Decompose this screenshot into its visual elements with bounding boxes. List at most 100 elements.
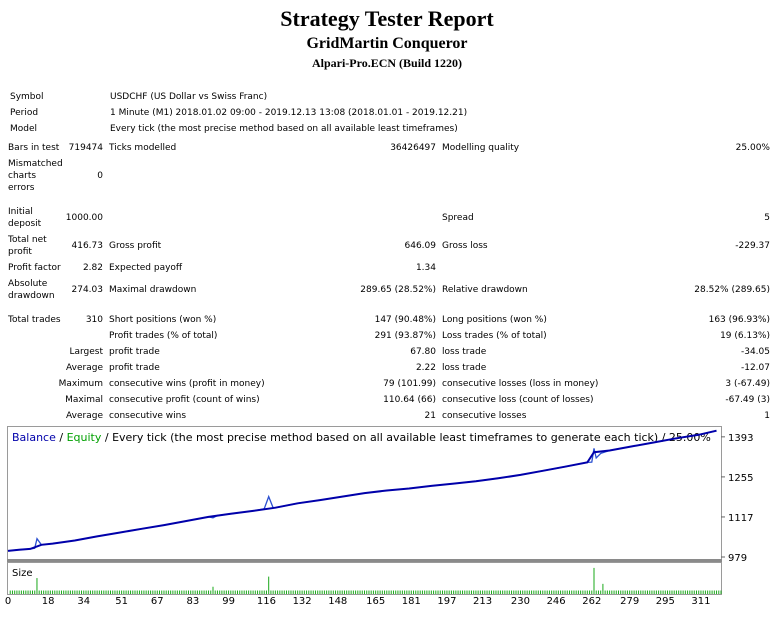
average-loss-value: -12.07 xyxy=(740,363,770,373)
absdd-value: 274.03 xyxy=(71,285,104,295)
expert-name: GridMartin Conqueror xyxy=(306,35,468,52)
x-axis: 0 18 34 51 67 83 99 116 132 148 165 181 197 213 230 246… xyxy=(0,596,774,610)
reldd-value: 28.52% (289.65) xyxy=(694,285,770,295)
max-cons-losses-value: 3 (-67.49) xyxy=(725,379,770,389)
x-tick-label: 83 xyxy=(186,596,200,607)
avg-cons-losses-value: 1 xyxy=(764,411,770,421)
maximal-loss-label: consecutive loss (count of losses) xyxy=(442,395,594,405)
ticks-label: Ticks modelled xyxy=(109,143,177,153)
model-value: Every tick (the most precise method base… xyxy=(110,124,458,134)
avg-cons-wins-value: 21 xyxy=(424,411,436,421)
netprofit-value: 416.73 xyxy=(71,241,104,251)
long-label: Long positions (won %) xyxy=(442,315,547,325)
largest-label: Largest xyxy=(69,347,103,357)
x-tick-label: 148 xyxy=(328,596,348,607)
largest-profit-label: profit trade xyxy=(109,347,160,357)
short-label: Short positions (won %) xyxy=(109,315,217,325)
x-tick-label: 279 xyxy=(620,596,640,607)
grossprofit-label: Gross profit xyxy=(109,241,162,251)
profit-trades-value: 291 (93.87%) xyxy=(374,331,436,341)
x-tick-label: 197 xyxy=(437,596,457,607)
x-tick-label: 295 xyxy=(655,596,675,607)
average-loss-label: loss trade xyxy=(442,363,487,373)
maximal-loss-value: -67.49 (3) xyxy=(725,395,770,405)
average-profit-label: profit trade xyxy=(109,363,160,373)
maxdd-value: 289.65 (28.52%) xyxy=(360,285,436,295)
maxdd-label: Maximal drawdown xyxy=(109,285,197,295)
avg-cons-losses-label: consecutive losses xyxy=(442,411,527,421)
symbol-value: USDCHF (US Dollar vs Swiss Franc) xyxy=(110,92,268,102)
grossloss-label: Gross loss xyxy=(442,241,488,251)
deposit-label-2: deposit xyxy=(8,219,42,229)
x-tick-label: 246 xyxy=(546,596,566,607)
trades-label: Total trades xyxy=(8,315,61,325)
x-tick-label: 67 xyxy=(150,596,164,607)
largest-loss-value: -34.05 xyxy=(740,347,770,357)
largest-loss-label: loss trade xyxy=(442,347,487,357)
x-tick-label: 213 xyxy=(473,596,493,607)
payoff-value: 1.34 xyxy=(415,263,436,273)
absdd-label-1: Absolute xyxy=(8,279,48,289)
trades-value: 310 xyxy=(85,315,103,325)
size-plot-frame xyxy=(7,562,722,595)
model-label: Model xyxy=(10,124,38,134)
chart-legend: Balance / Equity / Every tick (the most … xyxy=(12,431,711,444)
balance-line xyxy=(7,429,717,552)
legend-sep: / xyxy=(56,431,67,444)
absdd-label-2: drawdown xyxy=(8,291,55,301)
mismatch-label-2: charts xyxy=(8,171,37,181)
quality-label: Modelling quality xyxy=(442,143,520,153)
x-tick-label: 181 xyxy=(401,596,421,607)
loss-trades-label: Loss trades (% of total) xyxy=(442,331,547,341)
bars-value: 719474 xyxy=(68,143,103,153)
report-title: Strategy Tester Report xyxy=(280,6,494,31)
balance-equity-chart: Balance / Equity / Every tick (the most … xyxy=(7,426,753,595)
period-value: 1 Minute (M1) 2018.01.02 09:00 - 2019.12… xyxy=(110,108,468,118)
x-tick-label: 230 xyxy=(510,596,531,607)
maximal-profit-value: 110.64 (66) xyxy=(383,395,436,405)
deposit-label-1: Initial xyxy=(8,207,33,217)
netprofit-label-2: profit xyxy=(8,247,32,257)
ticks-value: 36426497 xyxy=(390,143,436,153)
pf-label: Profit factor xyxy=(8,263,61,273)
x-tick-label: 132 xyxy=(292,596,312,607)
panel-separator xyxy=(7,559,722,562)
x-tick-label: 165 xyxy=(366,596,386,607)
x-tick-label: 116 xyxy=(256,596,276,607)
largest-profit-value: 67.80 xyxy=(410,347,436,357)
netprofit-label-1: Total net xyxy=(8,235,47,245)
size-label: Size xyxy=(12,568,33,579)
legend-method: / Every tick (the most precise method ba… xyxy=(101,431,711,444)
grossprofit-value: 646.09 xyxy=(404,241,437,251)
maximal-label: Maximal xyxy=(65,395,103,405)
long-value: 163 (96.93%) xyxy=(708,315,770,325)
maximal-profit-label: consecutive profit (count of wins) xyxy=(109,395,260,405)
y-tick-label: 979 xyxy=(728,553,747,564)
profit-trades-label: Profit trades (% of total) xyxy=(109,331,218,341)
max-cons-wins-value: 79 (101.99) xyxy=(383,379,436,389)
server-build: Alpari-Pro.ECN (Build 1220) xyxy=(311,56,463,70)
grossloss-value: -229.37 xyxy=(735,241,770,251)
y-tick-label: 1255 xyxy=(728,473,753,484)
x-tick-label: 99 xyxy=(222,596,235,607)
avg-cons-label: Average xyxy=(66,411,103,421)
loss-trades-value: 19 (6.13%) xyxy=(720,331,770,341)
x-tick-label: 0 xyxy=(4,596,12,607)
y-tick-label: 1393 xyxy=(728,433,753,444)
spread-label: Spread xyxy=(442,213,474,223)
payoff-label: Expected payoff xyxy=(109,263,183,273)
symbol-label: Symbol xyxy=(10,92,44,102)
legend-equity: Equity xyxy=(67,431,102,444)
max-cons-wins-label: consecutive wins (profit in money) xyxy=(109,379,265,389)
x-tick-label: 262 xyxy=(582,596,602,607)
pf-value: 2.82 xyxy=(82,263,103,273)
spread-value: 5 xyxy=(764,213,770,223)
x-tick-label: 311 xyxy=(691,596,711,607)
average-label: Average xyxy=(66,363,103,373)
quality-value: 25.00% xyxy=(735,143,770,153)
avg-cons-wins-label: consecutive wins xyxy=(109,411,187,421)
max-cons-losses-label: consecutive losses (loss in money) xyxy=(442,379,599,389)
maximum-label: Maximum xyxy=(58,379,103,389)
average-profit-value: 2.22 xyxy=(415,363,436,373)
bars-label: Bars in test xyxy=(8,143,60,153)
